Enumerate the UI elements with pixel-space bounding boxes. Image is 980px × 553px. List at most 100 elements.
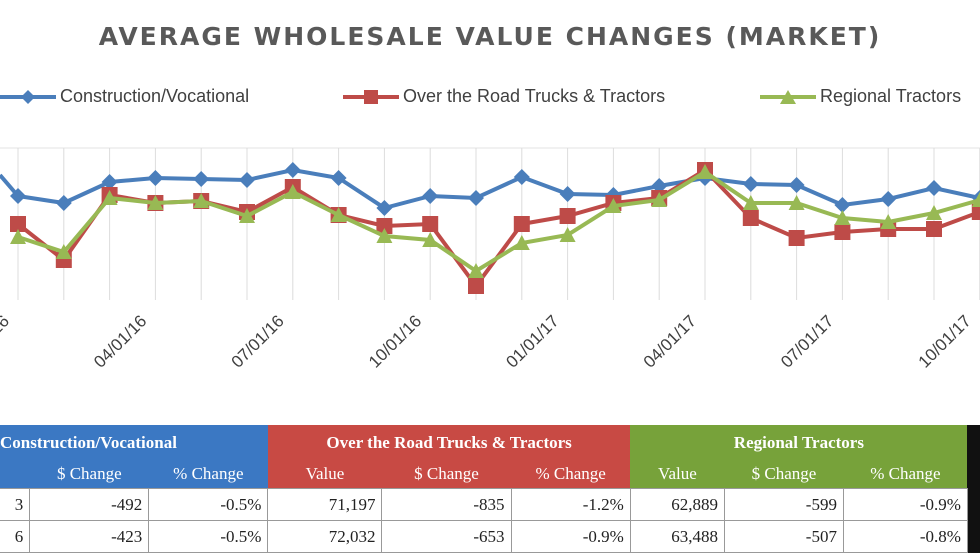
data-point bbox=[513, 235, 530, 250]
data-point bbox=[971, 204, 980, 220]
summary-table: Construction/Vocational Over the Road Tr… bbox=[0, 425, 980, 553]
data-point bbox=[742, 210, 759, 226]
data-point bbox=[284, 162, 301, 178]
column-header: % Change bbox=[843, 460, 968, 489]
divider bbox=[967, 488, 980, 521]
data-point bbox=[559, 186, 576, 202]
data-point bbox=[513, 169, 530, 185]
data-point bbox=[742, 195, 759, 210]
table-cell: -423 bbox=[29, 520, 150, 553]
table-cell: -0.9% bbox=[842, 488, 968, 521]
column-header: % Change bbox=[511, 460, 631, 489]
data-point bbox=[10, 229, 26, 244]
data-point bbox=[513, 216, 530, 232]
group-header-over-the-road: Over the Road Trucks & Tractors bbox=[267, 425, 631, 460]
x-tick-label: 10/01/16 bbox=[365, 311, 425, 371]
column-header: $ Change bbox=[724, 460, 844, 489]
x-tick-label: 04/01/17 bbox=[640, 311, 700, 371]
legend-item-over-the-road: Over the Road Trucks & Tractors bbox=[343, 86, 665, 107]
legend-triangle-icon bbox=[760, 89, 816, 104]
data-point bbox=[376, 228, 393, 243]
data-point bbox=[834, 224, 851, 240]
chart-title: AVERAGE WHOLESALE VALUE CHANGES (MARKET) bbox=[98, 22, 882, 51]
data-point bbox=[330, 207, 347, 222]
data-point bbox=[55, 195, 72, 211]
legend-item-regional: Regional Tractors bbox=[760, 86, 961, 107]
data-point bbox=[101, 190, 118, 205]
legend-diamond-icon bbox=[0, 89, 56, 104]
x-tick-label: 16 bbox=[0, 311, 13, 338]
table-cell: -0.9% bbox=[510, 520, 631, 553]
data-point bbox=[55, 244, 72, 259]
data-point bbox=[788, 177, 805, 193]
column-header: % Change bbox=[148, 460, 268, 489]
divider bbox=[967, 460, 980, 489]
data-point bbox=[926, 205, 942, 220]
data-point bbox=[788, 230, 805, 246]
table-cell: -0.5% bbox=[148, 520, 269, 553]
x-tick-label: 07/01/17 bbox=[777, 311, 837, 371]
table-row: 3 -492 -0.5% 71,197 -835 -1.2% 62,889 -599 -0.9% bbox=[0, 488, 980, 521]
data-point bbox=[468, 278, 484, 294]
data-point bbox=[376, 200, 393, 216]
data-point bbox=[697, 164, 713, 179]
legend-label: Construction/Vocational bbox=[60, 86, 250, 106]
legend-label: Over the Road Trucks & Tractors bbox=[403, 86, 666, 106]
column-header: Value bbox=[630, 460, 725, 489]
table-cell: 3 bbox=[0, 488, 31, 521]
x-tick-label: 04/01/16 bbox=[90, 311, 150, 371]
data-point bbox=[559, 208, 576, 224]
data-point bbox=[605, 198, 622, 213]
x-tick-label: 07/01/16 bbox=[228, 311, 288, 371]
data-point bbox=[880, 191, 897, 207]
data-point bbox=[147, 170, 164, 186]
data-point bbox=[239, 172, 255, 188]
table-cell: 6 bbox=[0, 520, 31, 553]
group-header-regional: Regional Tractors bbox=[630, 425, 968, 460]
table-cell: -599 bbox=[723, 488, 844, 521]
data-point bbox=[422, 216, 439, 232]
legend-label: Regional Tractors bbox=[820, 86, 962, 106]
data-point bbox=[239, 208, 255, 223]
data-point bbox=[147, 195, 164, 210]
table-cell: -0.8% bbox=[842, 520, 968, 553]
series-line-2 bbox=[17, 169, 980, 274]
divider bbox=[967, 520, 980, 553]
data-point bbox=[376, 218, 393, 234]
data-point bbox=[330, 170, 347, 186]
table-cell: -0.5% bbox=[148, 488, 269, 521]
data-point bbox=[193, 171, 210, 187]
column-header: $ Change bbox=[29, 460, 149, 489]
x-tick-label: 10/01/17 bbox=[915, 311, 975, 371]
table-cell: -835 bbox=[381, 488, 512, 521]
table-cell: -507 bbox=[723, 520, 844, 553]
line-chart: 16 04/01/16 07/01/16 10/01/16 01/01/17 04/01/… bbox=[0, 147, 980, 372]
data-point bbox=[284, 184, 301, 199]
table-cell: -653 bbox=[381, 520, 512, 553]
data-point bbox=[651, 192, 668, 207]
table-row: 6 -423 -0.5% 72,032 -653 -0.9% 63,488 -507 -0.8% bbox=[0, 520, 980, 553]
data-point bbox=[422, 232, 439, 247]
column-header: Value bbox=[267, 460, 382, 489]
table-cell: -1.2% bbox=[510, 488, 631, 521]
legend-square-icon bbox=[343, 89, 399, 104]
data-point bbox=[10, 216, 26, 232]
group-header-construction: Construction/Vocational bbox=[0, 425, 268, 460]
table-cell: 62,889 bbox=[629, 488, 725, 521]
data-point bbox=[926, 180, 942, 196]
data-point bbox=[422, 188, 439, 204]
table-cell: 63,488 bbox=[629, 520, 725, 553]
series-line-0 bbox=[17, 167, 980, 211]
data-point bbox=[193, 193, 210, 208]
data-point bbox=[742, 176, 759, 192]
data-point bbox=[834, 210, 851, 225]
data-point bbox=[788, 195, 805, 210]
table-cell: 71,197 bbox=[267, 488, 383, 521]
data-point bbox=[971, 192, 980, 207]
data-point bbox=[468, 263, 484, 278]
data-point bbox=[10, 188, 26, 204]
data-point bbox=[101, 174, 118, 190]
data-point bbox=[468, 190, 484, 206]
data-point bbox=[559, 227, 576, 242]
data-point bbox=[880, 214, 897, 229]
